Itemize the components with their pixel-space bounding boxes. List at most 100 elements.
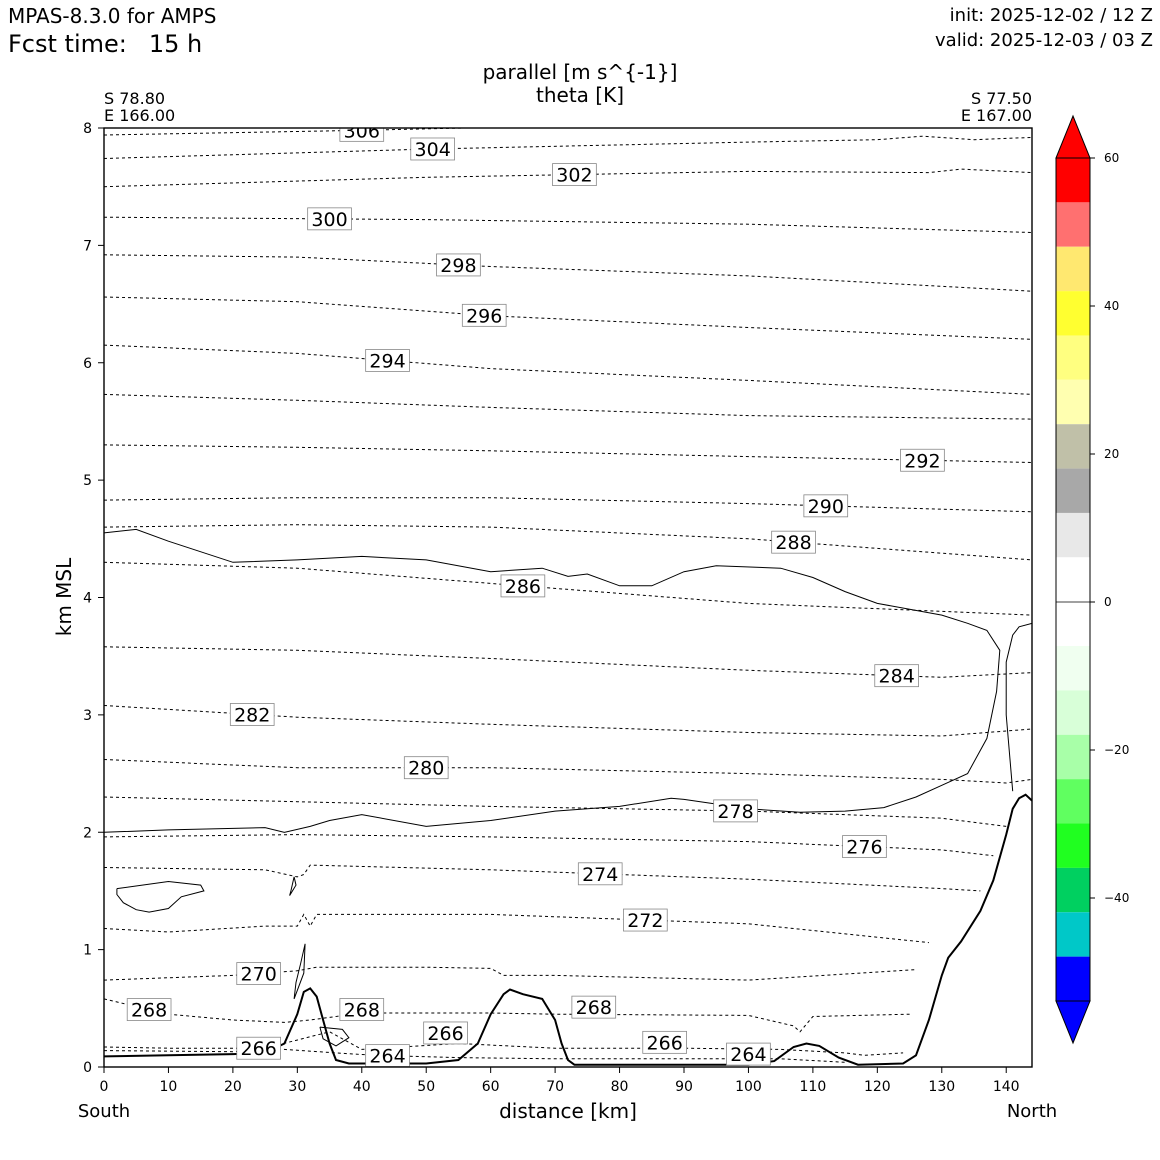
isentrope-line xyxy=(104,913,929,944)
colorbar-tick-label: −40 xyxy=(1104,891,1129,905)
contour-label-box xyxy=(403,756,449,780)
colorbar-segment xyxy=(1056,246,1090,292)
valid-time: valid: 2025-12-03 / 03 Z xyxy=(935,30,1153,51)
contour-label-box xyxy=(713,799,758,823)
contour-label-box xyxy=(642,1030,687,1054)
contour-label-text: 272 xyxy=(627,910,663,932)
zero-contour-line xyxy=(1005,622,1032,792)
contour-label-box xyxy=(436,253,481,277)
contour-label: 268 xyxy=(339,998,385,1021)
left-endpoint-lon: E 166.00 xyxy=(104,106,176,125)
contour-label-text: 264 xyxy=(730,1044,766,1066)
contour-label-text: 278 xyxy=(717,801,753,823)
contour-label-text: 266 xyxy=(647,1032,683,1054)
y-tick-label: 5 xyxy=(83,473,92,489)
contour-labels: 306 304 302 300 298 296 294 292 290 288 286 284 282 2… xyxy=(126,120,945,1068)
x-axis-label: distance [km] xyxy=(499,1099,637,1123)
isentrope-line xyxy=(104,646,1032,678)
contour-label-text: 268 xyxy=(344,999,380,1021)
colorbar-segment xyxy=(1056,557,1090,602)
contour-label: 268 xyxy=(571,995,617,1019)
contour-label-box xyxy=(771,530,816,554)
init-time: init: 2025-12-02 / 12 Z xyxy=(949,5,1153,26)
contour-label-box xyxy=(236,962,281,985)
isentrope-line xyxy=(104,168,1032,188)
colorbar-segment xyxy=(1056,646,1090,691)
contour-label: 264 xyxy=(365,1044,410,1068)
zero-contour-line xyxy=(289,876,297,896)
isentrope-line xyxy=(104,344,1032,395)
zero-contour-line xyxy=(293,943,306,1000)
contour-label: 276 xyxy=(842,835,887,859)
colorbar-tick-label: 40 xyxy=(1104,299,1119,313)
contour-label: 290 xyxy=(803,494,849,518)
contour-label-text: 306 xyxy=(344,120,380,142)
contour-label-box xyxy=(571,995,617,1019)
x-tick-label: 120 xyxy=(864,1079,891,1095)
contour-label-text: 266 xyxy=(427,1023,463,1045)
contour-label-box xyxy=(339,128,385,142)
x-tick-label: 40 xyxy=(353,1079,371,1095)
x-tick-label: 130 xyxy=(928,1079,955,1095)
isentrope-line xyxy=(104,561,1032,616)
colorbar-top-arrow xyxy=(1055,114,1091,159)
contour-label-text: 268 xyxy=(576,997,612,1019)
contour-label-text: 302 xyxy=(556,165,592,187)
colorbar-tick-label: 0 xyxy=(1104,595,1112,609)
contour-label: 306 xyxy=(339,120,385,142)
contour-label: 266 xyxy=(236,1036,281,1060)
y-tick-label: 3 xyxy=(83,708,92,724)
y-tick-label: 2 xyxy=(83,825,92,841)
contour-label: 304 xyxy=(410,137,455,161)
isentrope-line xyxy=(104,524,1032,561)
x-tick-label: 110 xyxy=(800,1079,827,1095)
contour-label: 294 xyxy=(365,349,410,372)
y-tick-label: 6 xyxy=(83,356,92,372)
x-tick-label: 0 xyxy=(100,1079,109,1095)
contour-label-text: 274 xyxy=(582,864,618,886)
right-endpoint-lon: E 167.00 xyxy=(960,106,1032,125)
isentrope-line xyxy=(104,998,910,1033)
contour-label-text: 276 xyxy=(846,837,882,859)
isentrope-line xyxy=(104,796,1007,827)
isentrope-line xyxy=(104,216,1032,233)
isentrope-line xyxy=(104,759,1032,784)
contour-label: 266 xyxy=(423,1021,468,1045)
x-tick-label: 90 xyxy=(675,1079,693,1095)
contour-label-text: 298 xyxy=(440,255,476,277)
fcst-time-label-text: Fcst time: xyxy=(8,30,127,58)
isentrope-line xyxy=(104,966,917,981)
x-tick-label: 140 xyxy=(993,1079,1020,1095)
x-tick-label: 80 xyxy=(611,1079,629,1095)
contour-label: 266 xyxy=(642,1030,687,1054)
colorbar-segment xyxy=(1056,912,1090,957)
contour-label: 270 xyxy=(236,962,281,986)
contour-label: 274 xyxy=(577,862,623,886)
left-endpoint-lat: S 78.80 xyxy=(104,89,166,108)
contour-label: 272 xyxy=(623,908,668,932)
contour-label-box xyxy=(126,998,172,1022)
zero-contour-line xyxy=(116,880,205,913)
contour-label-text: 266 xyxy=(241,1038,277,1060)
contour-label-box xyxy=(803,494,849,518)
contour-label-text: 264 xyxy=(369,1046,405,1068)
contour-label-box xyxy=(461,303,507,327)
contour-label-box xyxy=(577,862,623,886)
south-label: South xyxy=(77,1101,131,1122)
contour-label: 280 xyxy=(403,756,449,780)
isentrope-line xyxy=(104,1031,904,1056)
chart-title-variable: parallel [m s^{-1}] xyxy=(482,60,678,84)
contour-label-box xyxy=(623,908,668,932)
contour-label-text: 286 xyxy=(505,576,541,598)
contour-label-box xyxy=(726,1042,771,1066)
contour-label-text: 304 xyxy=(415,139,451,161)
isentrope-line xyxy=(104,128,487,136)
y-tick-label: 7 xyxy=(83,238,92,254)
fcst-time-label: Fcst time: 15 h xyxy=(8,30,202,58)
x-tick-label: 10 xyxy=(160,1079,178,1095)
contour-label: 286 xyxy=(500,574,546,598)
north-label: North xyxy=(1006,1101,1058,1122)
isentrope-line xyxy=(104,834,994,857)
contour-label: 268 xyxy=(126,998,172,1022)
